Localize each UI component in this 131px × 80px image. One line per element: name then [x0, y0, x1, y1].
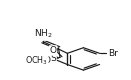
Text: NH$_2$: NH$_2$ [34, 28, 52, 40]
Text: O: O [44, 56, 51, 65]
Text: Br: Br [108, 49, 118, 58]
Text: OCH$_3$: OCH$_3$ [25, 54, 48, 67]
Text: O: O [50, 46, 56, 55]
Text: S: S [50, 54, 56, 63]
